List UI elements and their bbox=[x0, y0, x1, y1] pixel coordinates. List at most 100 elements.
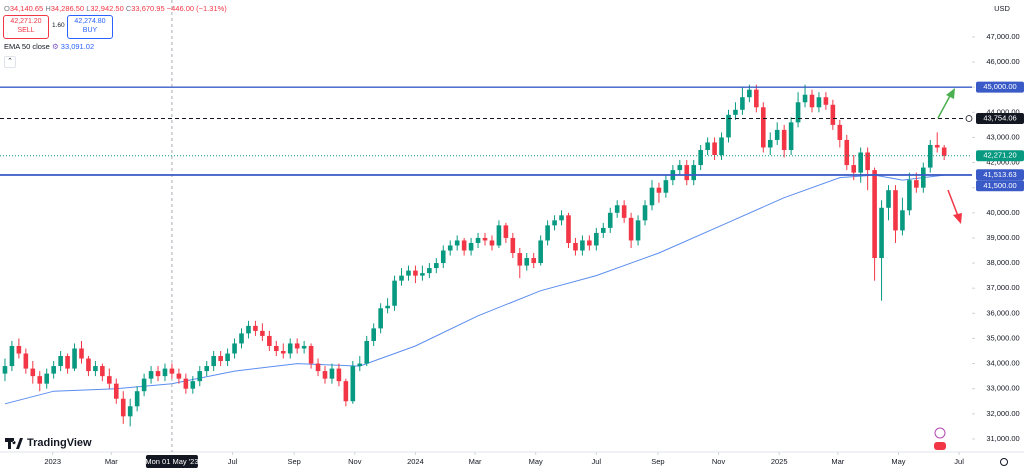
candle-body bbox=[921, 167, 926, 188]
candle-body bbox=[628, 217, 634, 241]
brand-logo: TradingView bbox=[5, 437, 92, 449]
y-tick-label: 38,000.00 bbox=[986, 258, 1019, 267]
candle-body bbox=[315, 363, 321, 372]
sell-button[interactable]: 42,271.20 SELL bbox=[3, 15, 49, 39]
candle-body bbox=[580, 240, 585, 251]
candle-body bbox=[16, 345, 22, 354]
candle-body bbox=[246, 325, 251, 334]
candle-body bbox=[260, 330, 265, 336]
candle-body bbox=[907, 180, 912, 211]
price-label: 41,500.00 bbox=[983, 181, 1016, 190]
y-tick-label: 40,000.00 bbox=[986, 208, 1019, 217]
y-tick-label: 34,000.00 bbox=[986, 359, 1019, 368]
candle-body bbox=[308, 345, 314, 364]
candle-body bbox=[607, 212, 613, 228]
candle-body bbox=[691, 165, 697, 181]
x-tick-label: 2024 bbox=[407, 457, 424, 466]
candle-body bbox=[267, 335, 272, 346]
x-tick-label: Jul bbox=[954, 457, 964, 466]
x-tick-label: Mar bbox=[105, 457, 118, 466]
candle-body bbox=[482, 237, 488, 241]
candle-body bbox=[649, 187, 655, 206]
candle-body bbox=[204, 366, 210, 372]
candle-body bbox=[127, 406, 133, 417]
candle-body bbox=[190, 381, 196, 389]
buy-price: 42,274.80 bbox=[74, 18, 106, 25]
candle-body bbox=[879, 207, 884, 259]
candle-body bbox=[635, 220, 641, 241]
collapse-button[interactable]: ⌃ bbox=[4, 56, 16, 68]
legend-key: H bbox=[45, 4, 51, 13]
price-label: 45,000.00 bbox=[983, 82, 1016, 91]
candle-body bbox=[538, 240, 543, 264]
candle-body bbox=[350, 366, 356, 402]
candle-body bbox=[107, 376, 112, 384]
candle-body bbox=[162, 368, 168, 377]
candle-body bbox=[914, 180, 919, 188]
candle-body bbox=[371, 328, 376, 341]
y-tick-label: 32,000.00 bbox=[986, 409, 1019, 418]
candle-body bbox=[503, 225, 509, 238]
spread: 1.60 bbox=[52, 22, 65, 29]
candle-body bbox=[218, 356, 223, 362]
candle-body bbox=[413, 270, 418, 276]
x-tick-label: Jul bbox=[228, 457, 238, 466]
candle-body bbox=[809, 94, 815, 108]
candle-body bbox=[830, 104, 836, 125]
x-tick-label: Mar bbox=[469, 457, 482, 466]
ema-last: 33,091.02 bbox=[60, 42, 95, 51]
ema-icon: ⚙ bbox=[51, 42, 59, 51]
candle-body bbox=[232, 343, 237, 354]
price-label-box bbox=[976, 169, 1024, 181]
legend-value: 32,942.50 bbox=[90, 4, 124, 13]
price-label-box bbox=[976, 180, 1024, 192]
candle-body bbox=[385, 305, 390, 309]
crosshair-label-box bbox=[145, 455, 198, 468]
candle-body bbox=[927, 144, 933, 168]
candle-body bbox=[781, 129, 787, 150]
candle-body bbox=[37, 376, 43, 384]
candle-body bbox=[399, 275, 404, 281]
candle-body bbox=[774, 129, 780, 140]
candle-body bbox=[183, 378, 189, 389]
candle-body bbox=[524, 258, 530, 266]
candle-body bbox=[9, 345, 15, 367]
candle-body bbox=[65, 356, 70, 369]
candle-body bbox=[684, 165, 690, 181]
y-tick-label: 31,000.00 bbox=[986, 434, 1019, 443]
candle-body bbox=[30, 368, 36, 377]
candle-body bbox=[858, 152, 863, 173]
candle-body bbox=[343, 381, 349, 402]
candle-body bbox=[225, 353, 230, 362]
y-tick-label: 39,000.00 bbox=[986, 233, 1019, 242]
icon bbox=[934, 427, 946, 439]
candle-body bbox=[294, 343, 300, 349]
candle-body bbox=[816, 97, 822, 108]
candle-body bbox=[767, 139, 773, 148]
candle-body bbox=[357, 363, 363, 367]
icon bbox=[934, 442, 946, 450]
y-tick-label: 46,000.00 bbox=[986, 57, 1019, 66]
candle-body bbox=[134, 391, 140, 407]
candle-body bbox=[79, 348, 84, 359]
candle-body bbox=[2, 366, 8, 374]
price-label-box bbox=[976, 81, 1024, 93]
price-label-box bbox=[976, 112, 1024, 124]
candle-body bbox=[461, 240, 467, 251]
buy-button[interactable]: 42,274.80 BUY bbox=[67, 15, 113, 39]
price-label: 42,271.20 bbox=[983, 151, 1016, 160]
price-label: 43,754.06 bbox=[983, 113, 1016, 122]
settings-icon[interactable] bbox=[1000, 458, 1008, 466]
candle-body bbox=[239, 333, 244, 344]
y-tick-label: 35,000.00 bbox=[986, 333, 1019, 342]
candle-body bbox=[280, 350, 286, 354]
candle-body bbox=[23, 353, 29, 369]
legend-value: 34,286.50 bbox=[50, 4, 85, 13]
candle-body bbox=[552, 220, 557, 226]
legend-value: 34,140.65 bbox=[9, 4, 44, 13]
candle-body bbox=[614, 205, 620, 213]
candle-body bbox=[754, 89, 759, 108]
candle-body bbox=[719, 137, 724, 156]
sell-price: 42,271.20 bbox=[10, 18, 42, 25]
